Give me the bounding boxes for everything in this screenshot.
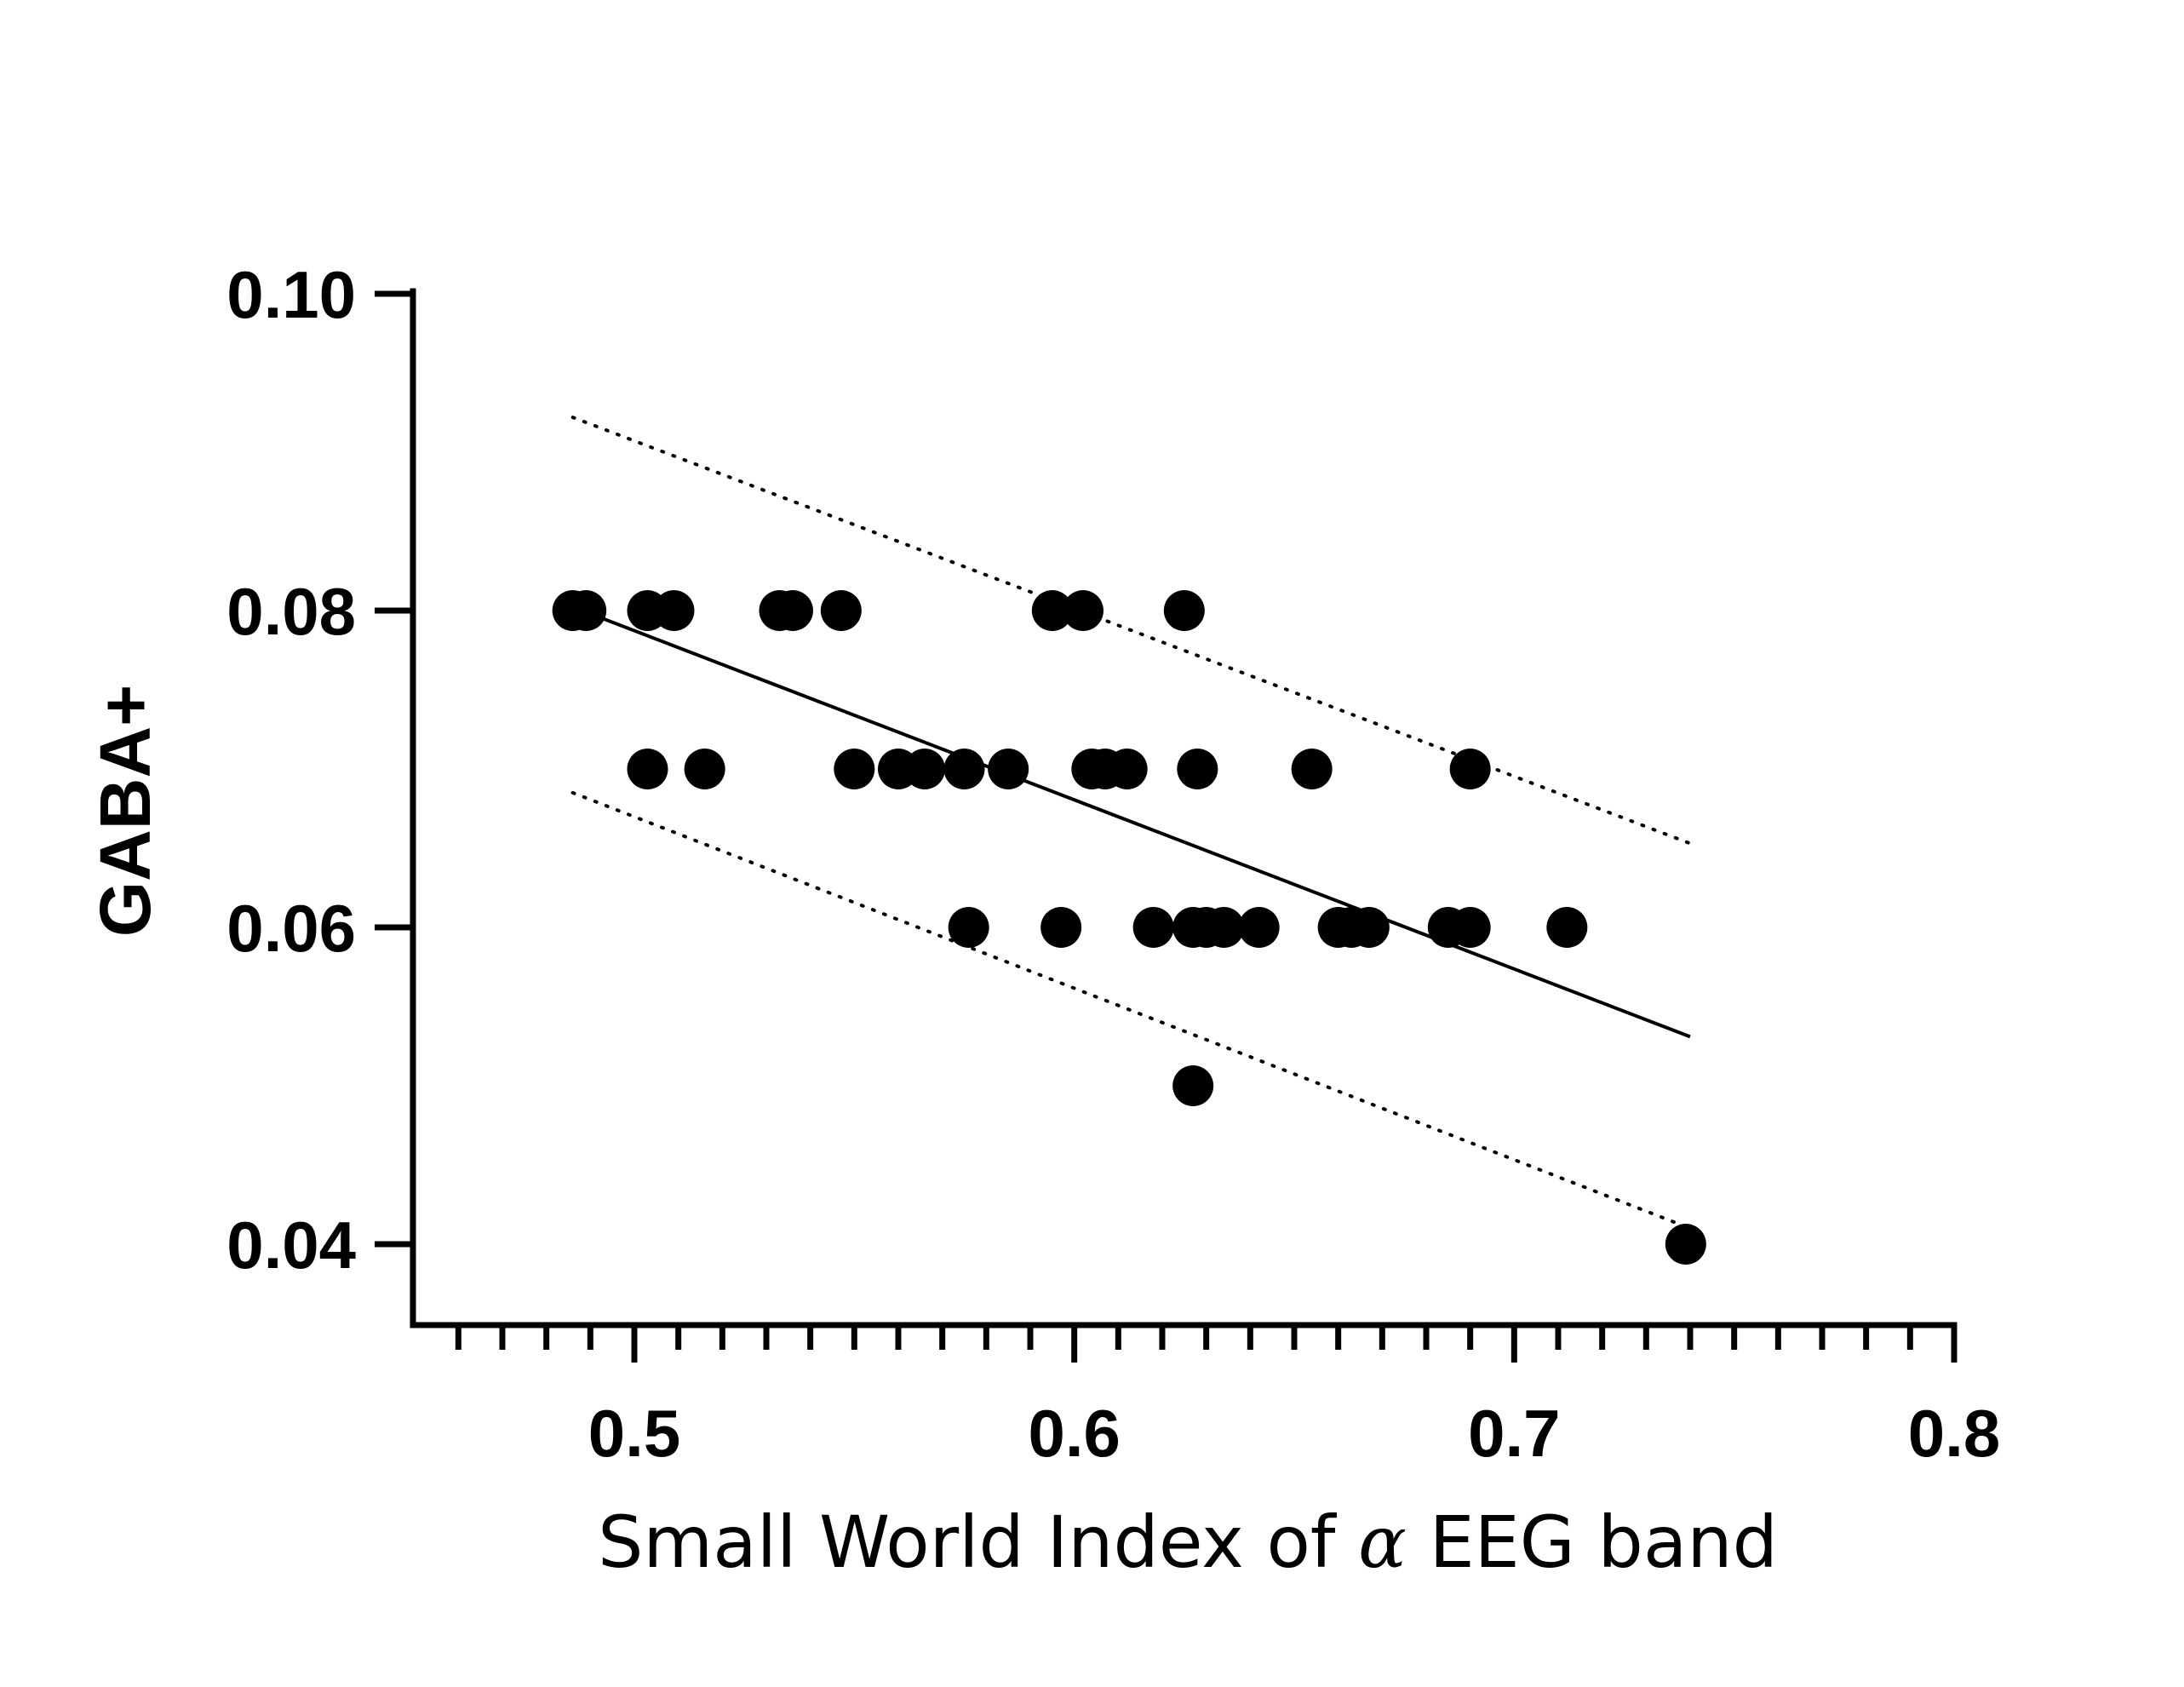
data-point <box>820 590 862 631</box>
x-axis-title: Small World Index of α EEG band <box>598 1501 1778 1584</box>
confidence-band-line <box>570 790 1692 1231</box>
y-tick-label: 0.06 <box>226 891 356 966</box>
data-point <box>1238 907 1280 948</box>
data-point <box>1449 749 1491 789</box>
axes <box>375 288 1958 1363</box>
data-point <box>1203 907 1245 948</box>
data-point <box>943 749 985 789</box>
data-point <box>653 590 695 631</box>
data-point <box>1348 907 1390 948</box>
data-point <box>1665 1224 1706 1265</box>
regression-line <box>589 611 1691 1039</box>
regression-line-group <box>589 611 1691 1039</box>
x-axis-title-greek: α <box>1358 1501 1407 1584</box>
x-axis-title-part: Small World Index of <box>598 1501 1358 1584</box>
data-point <box>1172 1065 1214 1106</box>
confidence-bands <box>570 416 1692 1231</box>
x-tick-label: 0.7 <box>1468 1396 1560 1471</box>
confidence-band-line <box>570 416 1692 846</box>
y-tick-label: 0.08 <box>226 574 356 649</box>
x-tick-label: 0.5 <box>588 1396 680 1471</box>
data-point <box>627 749 668 789</box>
data-point <box>1040 907 1082 948</box>
data-point <box>1132 907 1174 948</box>
y-tick-label: 0.04 <box>226 1208 356 1282</box>
data-point <box>904 749 945 789</box>
data-points <box>552 590 1706 1265</box>
data-point <box>684 749 725 789</box>
data-point <box>1449 907 1491 948</box>
data-point <box>565 590 607 631</box>
y-axis-title: GABA+ <box>85 685 165 937</box>
data-point <box>948 907 989 948</box>
axis-labels: 0.04 0.06 0.08 0.10 0.5 0.6 0.7 0.8 GABA+ Small W… <box>85 257 2000 1584</box>
x-tick-label: 0.6 <box>1028 1396 1120 1471</box>
data-point <box>1163 590 1205 631</box>
x-axis-title-part: EEG band <box>1407 1501 1778 1584</box>
data-point <box>1546 907 1588 948</box>
data-point <box>1031 590 1073 631</box>
data-point <box>1063 590 1103 631</box>
data-point <box>1291 749 1333 789</box>
data-point <box>772 590 813 631</box>
data-point <box>834 749 875 789</box>
data-point <box>988 749 1029 789</box>
data-point <box>1177 749 1218 789</box>
y-tick-label: 0.10 <box>226 257 356 332</box>
x-tick-label: 0.8 <box>1908 1396 2000 1471</box>
data-point <box>1106 749 1148 789</box>
